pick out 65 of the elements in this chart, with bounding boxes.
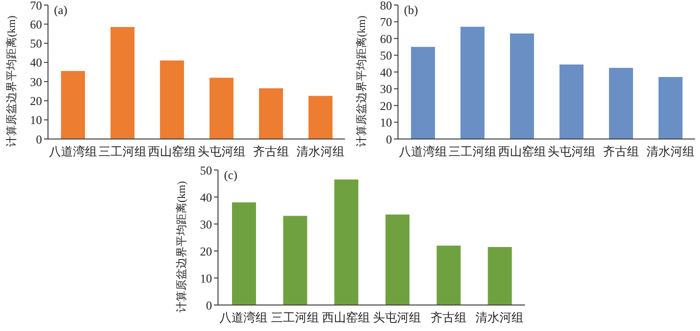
y-tick-label: 20 xyxy=(380,98,392,113)
x-tick-label: 八道湾组 xyxy=(220,310,268,325)
x-tick-label: 八道湾组 xyxy=(48,144,97,159)
x-tick-label: 八道湾组 xyxy=(398,144,447,159)
y-tick-label: 60 xyxy=(30,17,42,32)
bar xyxy=(232,202,256,305)
y-tick-label: 0 xyxy=(386,132,392,146)
x-tick-label: 三工河组 xyxy=(270,310,319,325)
y-tick-label: 60 xyxy=(380,32,392,46)
x-tick-label: 头屯河组 xyxy=(373,310,422,325)
x-tick-label: 西山窑组 xyxy=(322,310,370,325)
chart-title: (c) xyxy=(224,168,238,183)
x-tick-label: 清水河组 xyxy=(646,144,694,159)
x-tick-label: 头屯河组 xyxy=(197,144,246,159)
x-tick-label: 齐古组 xyxy=(252,144,289,159)
bar xyxy=(488,246,512,305)
x-tick-label: 三工河组 xyxy=(98,144,146,159)
y-tick-label: 10 xyxy=(30,113,42,128)
y-tick-label: 30 xyxy=(30,74,42,89)
y-tick-label: 40 xyxy=(30,56,42,70)
y-tick-label: 30 xyxy=(200,217,212,232)
x-tick-label: 西山窑组 xyxy=(498,144,546,159)
y-axis-title: 计算原盆边界平均距离(km) xyxy=(174,180,188,312)
x-tick-label: 头屯河组 xyxy=(547,144,596,159)
bar xyxy=(160,60,184,139)
bar xyxy=(308,96,332,139)
y-tick-label: 10 xyxy=(380,116,392,130)
y-tick-label: 10 xyxy=(200,271,212,286)
bar xyxy=(386,214,410,305)
y-tick-label: 30 xyxy=(380,82,392,96)
chart-title: (a) xyxy=(54,3,68,18)
bar xyxy=(283,216,308,305)
x-tick-label: 清水河组 xyxy=(475,310,524,325)
y-tick-label: 50 xyxy=(30,36,42,51)
bar xyxy=(460,26,484,139)
y-tick-label: 40 xyxy=(200,190,212,204)
bar xyxy=(110,27,134,139)
bar xyxy=(61,71,85,139)
bar xyxy=(560,64,584,139)
y-tick-label: 0 xyxy=(206,298,212,312)
bar xyxy=(436,246,461,305)
bar xyxy=(510,33,534,139)
y-tick-label: 40 xyxy=(380,65,392,80)
bar xyxy=(658,77,682,139)
y-tick-label: 0 xyxy=(36,132,42,146)
y-tick-label: 50 xyxy=(200,163,212,178)
x-tick-label: 齐古组 xyxy=(602,144,639,159)
bar xyxy=(609,68,633,139)
y-tick-label: 20 xyxy=(30,94,42,108)
bar xyxy=(210,78,234,139)
y-tick-label: 70 xyxy=(30,0,42,12)
chart-title: (b) xyxy=(404,3,418,18)
x-tick-label: 清水河组 xyxy=(296,144,344,159)
y-axis-title: 计算原盆边界平均距离(km) xyxy=(4,15,18,147)
bar xyxy=(411,46,435,139)
y-tick-label: 50 xyxy=(380,48,392,63)
y-tick-label: 80 xyxy=(380,0,392,12)
x-tick-label: 西山窑组 xyxy=(148,144,196,159)
y-tick-label: 70 xyxy=(380,15,392,30)
x-tick-label: 三工河组 xyxy=(448,144,496,159)
bar xyxy=(334,179,358,305)
x-tick-label: 齐古组 xyxy=(430,310,466,325)
y-tick-label: 20 xyxy=(200,244,212,258)
y-axis-title: 计算原盆边界平均距离(km) xyxy=(354,15,368,147)
bar xyxy=(259,88,283,139)
